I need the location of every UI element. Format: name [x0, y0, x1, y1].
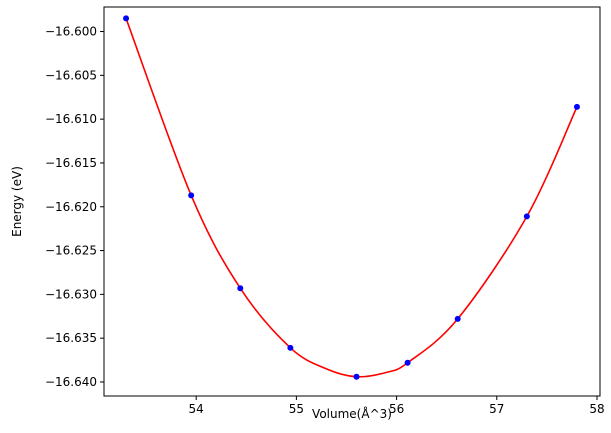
data-points-layer	[123, 15, 580, 380]
y-tick-label: −16.610	[45, 112, 97, 126]
y-tick-label: −16.620	[45, 200, 97, 214]
y-tick-label: −16.615	[45, 156, 97, 170]
data-point	[523, 213, 530, 220]
y-tick-label: −16.600	[45, 25, 97, 39]
y-tick-label: −16.630	[45, 287, 97, 301]
data-point	[454, 315, 461, 322]
x-tick-label: 54	[189, 402, 204, 416]
data-point	[237, 285, 244, 292]
data-point	[353, 373, 360, 380]
y-axis-ticks: −16.600 −16.605 −16.610 −16.615 −16.620 −16.6…	[45, 25, 104, 389]
x-axis-ticks: 54 55 56 57 58	[189, 396, 605, 416]
x-tick-label: 56	[389, 402, 404, 416]
x-tick-label: 57	[489, 402, 504, 416]
axes-frame	[103, 6, 601, 397]
y-axis-label: Energy (eV)	[10, 166, 24, 237]
data-point	[573, 103, 580, 110]
x-tick-label: 55	[289, 402, 304, 416]
data-point	[404, 359, 411, 366]
x-tick-label: 58	[589, 402, 604, 416]
y-tick-label: −16.625	[45, 244, 97, 258]
y-tick-label: −16.640	[45, 375, 97, 389]
data-point	[188, 192, 195, 199]
x-axis-label: Volume(Å^3)	[312, 406, 392, 421]
y-tick-label: −16.635	[45, 331, 97, 345]
y-tick-label: −16.605	[45, 68, 97, 82]
data-point	[287, 344, 294, 351]
data-point	[123, 15, 130, 22]
